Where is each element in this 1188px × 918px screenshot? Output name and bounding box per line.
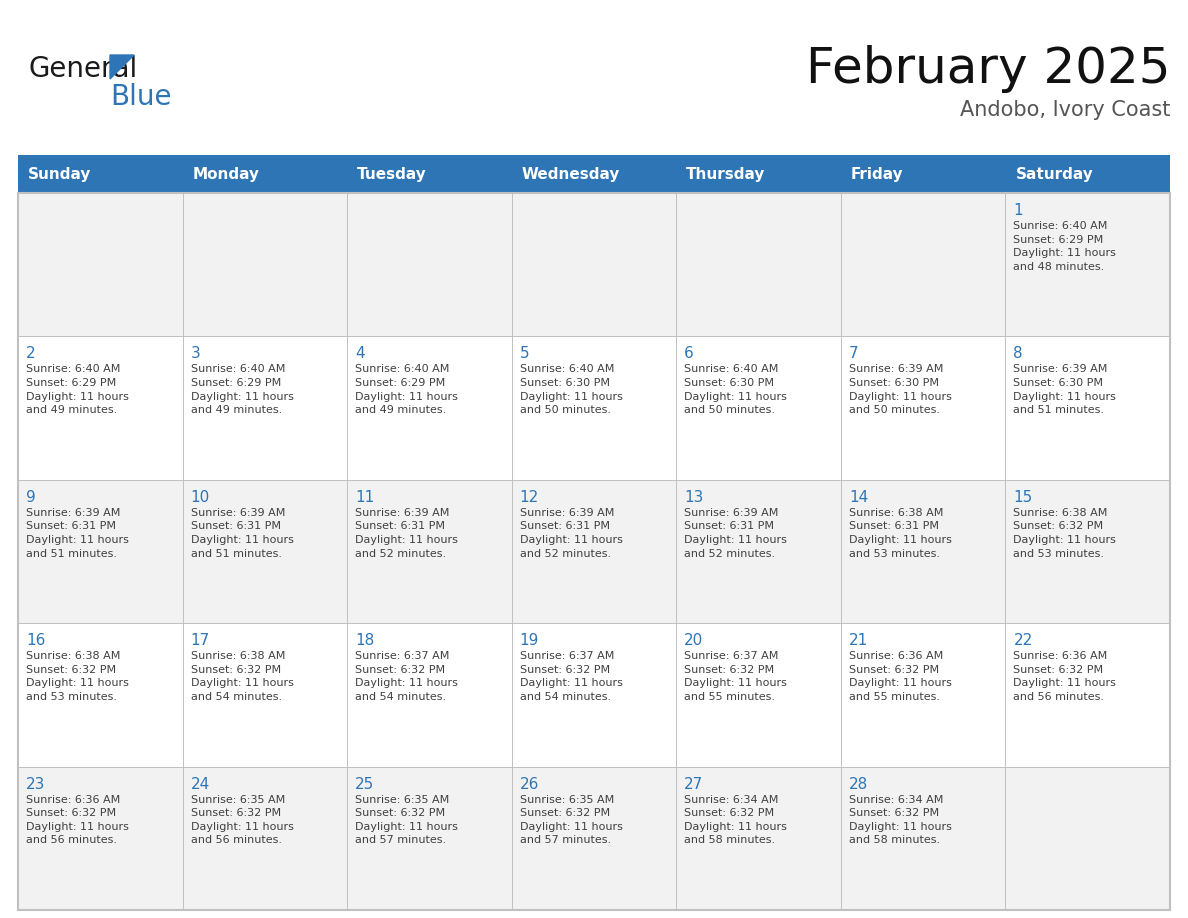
Bar — [18, 480, 1170, 623]
Text: 10: 10 — [190, 490, 210, 505]
Text: 26: 26 — [519, 777, 539, 791]
Text: Sunrise: 6:34 AM
Sunset: 6:32 PM
Daylight: 11 hours
and 58 minutes.: Sunrise: 6:34 AM Sunset: 6:32 PM Dayligh… — [849, 795, 952, 845]
Text: Sunrise: 6:38 AM
Sunset: 6:32 PM
Daylight: 11 hours
and 53 minutes.: Sunrise: 6:38 AM Sunset: 6:32 PM Dayligh… — [26, 651, 128, 702]
Text: 6: 6 — [684, 346, 694, 362]
Text: Wednesday: Wednesday — [522, 166, 620, 182]
Bar — [18, 193, 1170, 336]
Text: Sunrise: 6:39 AM
Sunset: 6:31 PM
Daylight: 11 hours
and 52 minutes.: Sunrise: 6:39 AM Sunset: 6:31 PM Dayligh… — [519, 508, 623, 558]
Text: Sunrise: 6:40 AM
Sunset: 6:29 PM
Daylight: 11 hours
and 48 minutes.: Sunrise: 6:40 AM Sunset: 6:29 PM Dayligh… — [1013, 221, 1117, 272]
Text: Sunrise: 6:40 AM
Sunset: 6:30 PM
Daylight: 11 hours
and 50 minutes.: Sunrise: 6:40 AM Sunset: 6:30 PM Dayligh… — [684, 364, 788, 415]
Text: 17: 17 — [190, 633, 210, 648]
Text: Andobo, Ivory Coast: Andobo, Ivory Coast — [960, 100, 1170, 120]
Text: Sunrise: 6:38 AM
Sunset: 6:32 PM
Daylight: 11 hours
and 54 minutes.: Sunrise: 6:38 AM Sunset: 6:32 PM Dayligh… — [190, 651, 293, 702]
Text: 22: 22 — [1013, 633, 1032, 648]
Text: Sunday: Sunday — [29, 166, 91, 182]
Text: Sunrise: 6:39 AM
Sunset: 6:31 PM
Daylight: 11 hours
and 51 minutes.: Sunrise: 6:39 AM Sunset: 6:31 PM Dayligh… — [190, 508, 293, 558]
Text: 24: 24 — [190, 777, 210, 791]
Text: Sunrise: 6:34 AM
Sunset: 6:32 PM
Daylight: 11 hours
and 58 minutes.: Sunrise: 6:34 AM Sunset: 6:32 PM Dayligh… — [684, 795, 788, 845]
Text: Sunrise: 6:37 AM
Sunset: 6:32 PM
Daylight: 11 hours
and 54 minutes.: Sunrise: 6:37 AM Sunset: 6:32 PM Dayligh… — [519, 651, 623, 702]
Text: 3: 3 — [190, 346, 201, 362]
Text: Sunrise: 6:40 AM
Sunset: 6:29 PM
Daylight: 11 hours
and 49 minutes.: Sunrise: 6:40 AM Sunset: 6:29 PM Dayligh… — [26, 364, 128, 415]
Text: 28: 28 — [849, 777, 868, 791]
Text: Sunrise: 6:36 AM
Sunset: 6:32 PM
Daylight: 11 hours
and 55 minutes.: Sunrise: 6:36 AM Sunset: 6:32 PM Dayligh… — [849, 651, 952, 702]
Text: 12: 12 — [519, 490, 539, 505]
Text: 25: 25 — [355, 777, 374, 791]
Text: Sunrise: 6:39 AM
Sunset: 6:31 PM
Daylight: 11 hours
and 51 minutes.: Sunrise: 6:39 AM Sunset: 6:31 PM Dayligh… — [26, 508, 128, 558]
Text: 7: 7 — [849, 346, 859, 362]
Text: 18: 18 — [355, 633, 374, 648]
Text: 5: 5 — [519, 346, 530, 362]
Text: 2: 2 — [26, 346, 36, 362]
Text: Sunrise: 6:36 AM
Sunset: 6:32 PM
Daylight: 11 hours
and 56 minutes.: Sunrise: 6:36 AM Sunset: 6:32 PM Dayligh… — [26, 795, 128, 845]
Text: 19: 19 — [519, 633, 539, 648]
Text: Sunrise: 6:40 AM
Sunset: 6:29 PM
Daylight: 11 hours
and 49 minutes.: Sunrise: 6:40 AM Sunset: 6:29 PM Dayligh… — [190, 364, 293, 415]
Text: 13: 13 — [684, 490, 703, 505]
Text: 9: 9 — [26, 490, 36, 505]
Text: February 2025: February 2025 — [805, 45, 1170, 93]
Text: Sunrise: 6:35 AM
Sunset: 6:32 PM
Daylight: 11 hours
and 57 minutes.: Sunrise: 6:35 AM Sunset: 6:32 PM Dayligh… — [355, 795, 459, 845]
Text: Sunrise: 6:37 AM
Sunset: 6:32 PM
Daylight: 11 hours
and 55 minutes.: Sunrise: 6:37 AM Sunset: 6:32 PM Dayligh… — [684, 651, 788, 702]
Text: 21: 21 — [849, 633, 868, 648]
Polygon shape — [110, 55, 134, 79]
Text: 23: 23 — [26, 777, 45, 791]
Text: Tuesday: Tuesday — [358, 166, 426, 182]
Text: Sunrise: 6:39 AM
Sunset: 6:31 PM
Daylight: 11 hours
and 52 minutes.: Sunrise: 6:39 AM Sunset: 6:31 PM Dayligh… — [684, 508, 788, 558]
Text: Sunrise: 6:40 AM
Sunset: 6:29 PM
Daylight: 11 hours
and 49 minutes.: Sunrise: 6:40 AM Sunset: 6:29 PM Dayligh… — [355, 364, 459, 415]
Text: 15: 15 — [1013, 490, 1032, 505]
Text: 1: 1 — [1013, 203, 1023, 218]
Text: Saturday: Saturday — [1016, 166, 1093, 182]
Text: 16: 16 — [26, 633, 45, 648]
Text: Blue: Blue — [110, 83, 171, 111]
Text: Sunrise: 6:35 AM
Sunset: 6:32 PM
Daylight: 11 hours
and 57 minutes.: Sunrise: 6:35 AM Sunset: 6:32 PM Dayligh… — [519, 795, 623, 845]
Bar — [18, 623, 1170, 767]
Text: 27: 27 — [684, 777, 703, 791]
Text: Sunrise: 6:40 AM
Sunset: 6:30 PM
Daylight: 11 hours
and 50 minutes.: Sunrise: 6:40 AM Sunset: 6:30 PM Dayligh… — [519, 364, 623, 415]
Text: 8: 8 — [1013, 346, 1023, 362]
Text: Sunrise: 6:37 AM
Sunset: 6:32 PM
Daylight: 11 hours
and 54 minutes.: Sunrise: 6:37 AM Sunset: 6:32 PM Dayligh… — [355, 651, 459, 702]
Text: Sunrise: 6:39 AM
Sunset: 6:30 PM
Daylight: 11 hours
and 51 minutes.: Sunrise: 6:39 AM Sunset: 6:30 PM Dayligh… — [1013, 364, 1117, 415]
Text: Thursday: Thursday — [687, 166, 765, 182]
Text: Sunrise: 6:35 AM
Sunset: 6:32 PM
Daylight: 11 hours
and 56 minutes.: Sunrise: 6:35 AM Sunset: 6:32 PM Dayligh… — [190, 795, 293, 845]
Text: 14: 14 — [849, 490, 868, 505]
Bar — [18, 767, 1170, 910]
Text: Monday: Monday — [192, 166, 259, 182]
Text: Sunrise: 6:36 AM
Sunset: 6:32 PM
Daylight: 11 hours
and 56 minutes.: Sunrise: 6:36 AM Sunset: 6:32 PM Dayligh… — [1013, 651, 1117, 702]
Bar — [18, 155, 1170, 193]
Bar — [18, 336, 1170, 480]
Text: Sunrise: 6:38 AM
Sunset: 6:32 PM
Daylight: 11 hours
and 53 minutes.: Sunrise: 6:38 AM Sunset: 6:32 PM Dayligh… — [1013, 508, 1117, 558]
Text: Sunrise: 6:39 AM
Sunset: 6:31 PM
Daylight: 11 hours
and 52 minutes.: Sunrise: 6:39 AM Sunset: 6:31 PM Dayligh… — [355, 508, 459, 558]
Text: 4: 4 — [355, 346, 365, 362]
Text: Sunrise: 6:38 AM
Sunset: 6:31 PM
Daylight: 11 hours
and 53 minutes.: Sunrise: 6:38 AM Sunset: 6:31 PM Dayligh… — [849, 508, 952, 558]
Text: Friday: Friday — [851, 166, 904, 182]
Text: 11: 11 — [355, 490, 374, 505]
Text: 20: 20 — [684, 633, 703, 648]
Text: General: General — [29, 55, 138, 83]
Text: Sunrise: 6:39 AM
Sunset: 6:30 PM
Daylight: 11 hours
and 50 minutes.: Sunrise: 6:39 AM Sunset: 6:30 PM Dayligh… — [849, 364, 952, 415]
